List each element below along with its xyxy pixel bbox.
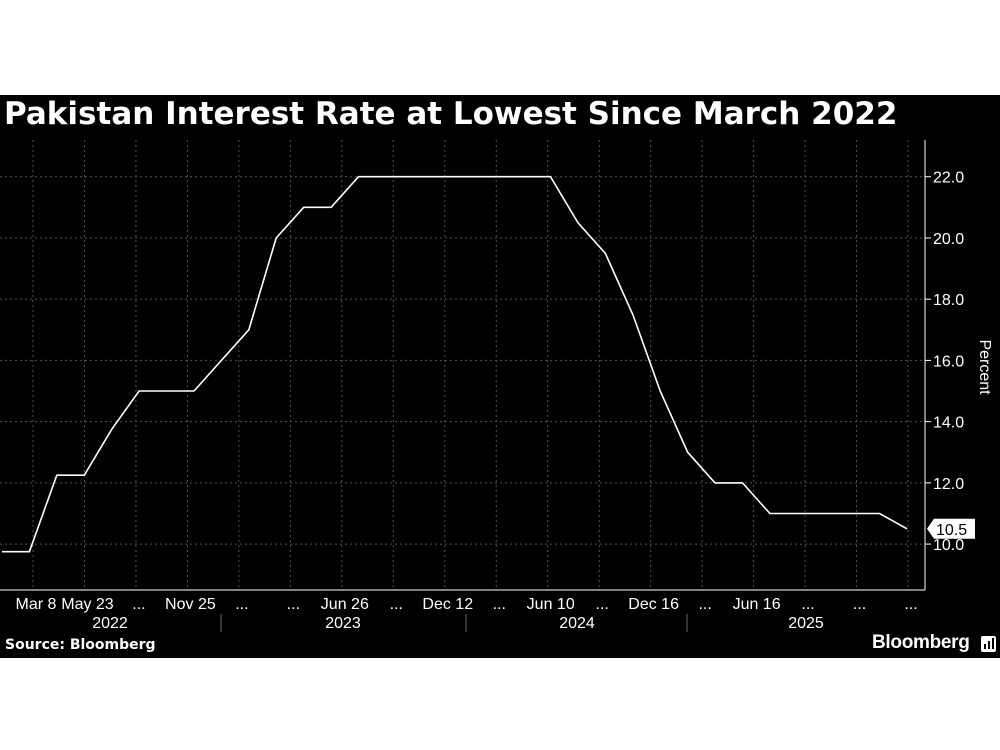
x-tick-label: Mar 8 (16, 596, 57, 613)
bloomberg-icon (981, 636, 996, 652)
chart-panel (0, 95, 1000, 658)
x-axis-years: 2022 2023 2024 2025 (92, 614, 824, 632)
x-tick-label: ... (493, 596, 506, 613)
last-value-label: 10.5 (927, 518, 975, 539)
x-tick-label: Jun 26 (321, 596, 369, 613)
bloomberg-logo: Bloomberg (872, 632, 970, 653)
x-tick-label: ... (235, 596, 248, 613)
source-note: Source: Bloomberg (5, 637, 156, 653)
x-tick-label: ... (287, 596, 300, 613)
y-tick-label: 22.0 (933, 170, 964, 187)
last-value-text: 10.5 (936, 522, 967, 539)
x-tick-label: Dec 12 (422, 596, 473, 613)
year-label: 2023 (325, 615, 361, 632)
last-value-box (927, 518, 975, 539)
grid (0, 140, 925, 590)
x-tick-label: ... (698, 596, 711, 613)
y-tick-label: 16.0 (933, 353, 964, 370)
year-label: 2024 (559, 615, 595, 632)
y-tick-label: 10.0 (933, 537, 964, 554)
x-tick-label: Dec 16 (628, 596, 679, 613)
x-tick-label: ... (390, 596, 403, 613)
x-tick-label: ... (801, 596, 814, 613)
x-tick-label: Jun 10 (527, 596, 575, 613)
x-tick-label: ... (904, 596, 917, 613)
series-line (2, 175, 908, 553)
chart-title: Pakistan Interest Rate at Lowest Since M… (4, 96, 898, 132)
y-tick-label: 14.0 (933, 415, 964, 432)
y-tick-label: 20.0 (933, 231, 964, 248)
y-tick-label: 12.0 (933, 476, 964, 493)
x-tick-label: ... (853, 596, 866, 613)
x-tick-label: ... (596, 596, 609, 613)
x-tick-label: Jun 16 (733, 596, 781, 613)
x-tick-label: May 23 (61, 596, 114, 613)
y-axis-ticks: 10.0 12.0 14.0 16.0 18.0 20.0 22.0 (933, 170, 964, 554)
x-tick-label: Nov 25 (165, 596, 216, 613)
x-axis-ticks: Mar 8 May 23... Nov 25...... Jun 26... Dec 1… (16, 596, 918, 613)
x-tick-label: ... (132, 596, 145, 613)
year-label: 2025 (788, 615, 824, 632)
year-label: 2022 (92, 615, 128, 632)
y-axis-label: Percent (976, 339, 993, 395)
axes (0, 140, 931, 591)
y-tick-label: 18.0 (933, 292, 964, 309)
